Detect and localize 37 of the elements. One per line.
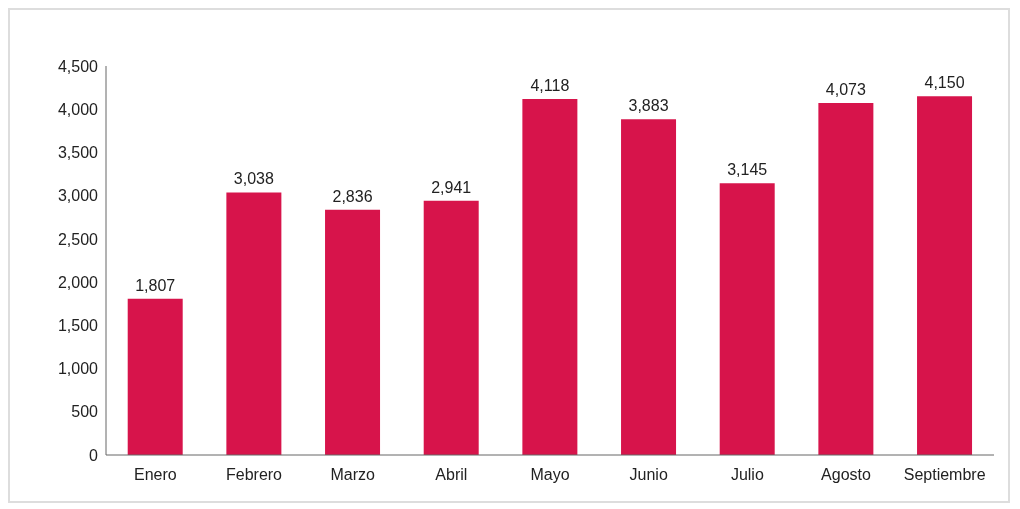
y-tick-label: 2,000 — [57, 273, 99, 291]
bar — [325, 209, 381, 455]
data-label: 3,038 — [233, 170, 274, 188]
y-tick-label: 1,500 — [57, 317, 99, 335]
bar — [818, 102, 874, 455]
x-tick-label: Julio — [730, 466, 764, 484]
y-tick-label: 3,000 — [57, 187, 99, 205]
x-tick-label: Febrero — [225, 466, 283, 484]
y-tick-label: 0 — [89, 446, 99, 464]
y-tick-label: 3,500 — [57, 144, 99, 162]
bar — [522, 99, 578, 455]
data-label: 1,807 — [135, 276, 176, 294]
data-label: 4,118 — [530, 77, 570, 95]
bar — [226, 192, 282, 455]
bar — [423, 200, 479, 455]
data-label: 2,836 — [332, 187, 373, 205]
bar — [621, 119, 677, 455]
data-label: 4,073 — [825, 80, 866, 98]
bar — [719, 183, 775, 455]
x-tick-label: Junio — [629, 466, 668, 484]
x-tick-label: Septiembre — [903, 466, 986, 484]
x-tick-label: Abril — [435, 466, 468, 484]
x-tick-label: Mayo — [530, 466, 570, 484]
y-tick-label: 4,500 — [57, 57, 99, 75]
y-tick-label: 4,000 — [57, 100, 99, 118]
data-label: 2,941 — [431, 178, 472, 196]
x-tick-label: Marzo — [330, 466, 375, 484]
data-label: 3,145 — [727, 161, 768, 179]
data-label: 3,883 — [628, 97, 669, 115]
x-tick-label: Enero — [133, 466, 177, 484]
y-tick-label: 500 — [71, 403, 99, 421]
data-label: 4,150 — [924, 74, 965, 92]
bar — [127, 298, 183, 455]
y-tick-label: 2,500 — [57, 230, 99, 248]
bar — [917, 96, 973, 455]
x-tick-label: Agosto — [821, 466, 872, 484]
y-tick-label: 1,000 — [57, 360, 99, 378]
